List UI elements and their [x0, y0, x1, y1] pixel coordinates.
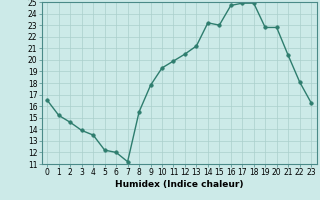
X-axis label: Humidex (Indice chaleur): Humidex (Indice chaleur): [115, 180, 244, 189]
